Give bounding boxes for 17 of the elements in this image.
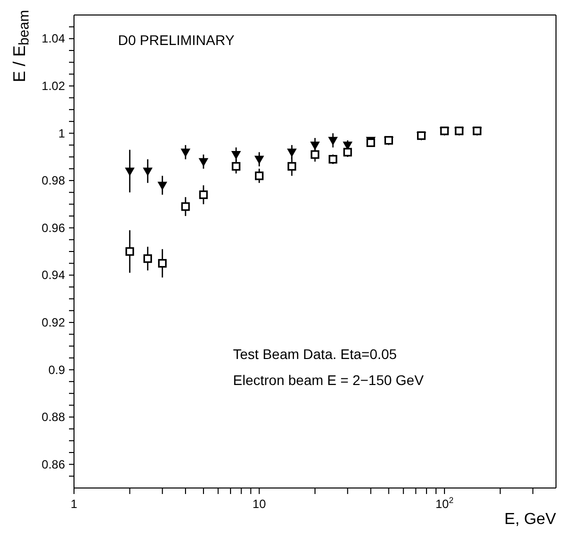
y-tick-label: 1.04: [42, 32, 66, 46]
y-tick-label: 0.92: [42, 315, 66, 330]
y-tick-label: 1: [58, 126, 66, 140]
y-tick-label: 1.02: [42, 78, 66, 93]
annotation: Test Beam Data. Eta=0.05: [233, 346, 397, 362]
y-tick-label: 0.96: [42, 220, 66, 235]
annotation: Electron beam E = 2−150 GeV: [233, 372, 424, 388]
y-tick-label: 0.94: [42, 268, 66, 282]
y-tick-label: 0.88: [42, 410, 66, 424]
x-axis-title: E, GeV: [504, 511, 556, 528]
y-tick-label: 0.86: [42, 457, 66, 472]
y-tick-label: 0.98: [42, 174, 66, 188]
x-tick-label: 1: [70, 497, 78, 511]
x-tick-label: 10: [252, 497, 266, 511]
x-tick-label: 10$^{2}$: [435, 495, 454, 511]
y-tick-label: 0.9: [48, 362, 66, 377]
annotation: D0 PRELIMINARY: [118, 32, 234, 48]
